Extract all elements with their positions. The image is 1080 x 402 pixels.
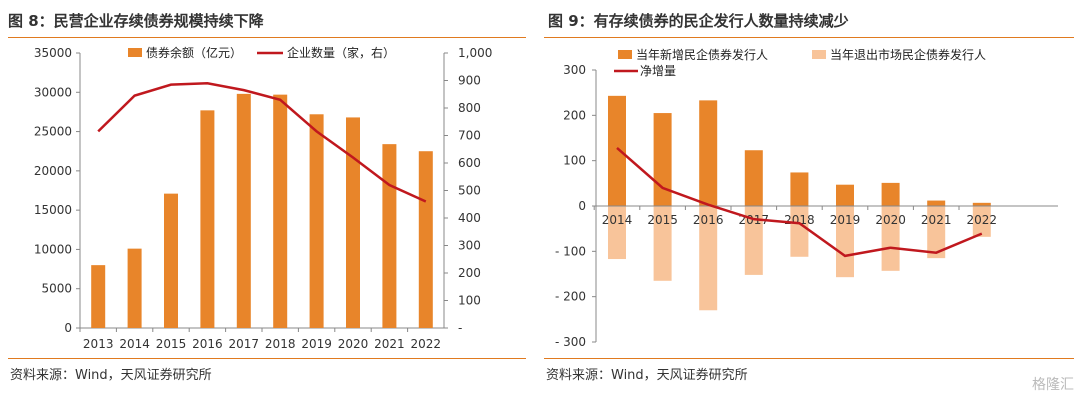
x-tick-label: 2013	[83, 337, 114, 351]
right-chart: 300 200 100 0 - 100 - 200 - 300 2014 2015 2016 201…	[555, 47, 1058, 349]
right-y-tick-label: 700	[458, 129, 481, 143]
left-y-tick-label: 25000	[34, 125, 72, 139]
exit-issuer-bar	[836, 206, 854, 278]
x-tick-label: 2022	[967, 213, 998, 227]
legend-exit-label: 当年退出市场民企债券发行人	[830, 47, 986, 62]
y-tick-label: - 100	[555, 244, 586, 258]
left-chart-panel: 图 8：民营企业存续债券规模持续下降 0 5000 10000 15000 20000 2…	[0, 0, 530, 402]
y-tick-label: - 200	[555, 290, 586, 304]
left-y-tick-label: 10000	[34, 242, 72, 256]
right-source: 资料来源：Wind，天风证券研究所	[546, 368, 748, 383]
new-issuer-bar	[790, 172, 809, 206]
x-tick-label: 2020	[875, 213, 906, 227]
y-tick-label: - 300	[555, 335, 586, 349]
left-source: 资料来源：Wind，天风证券研究所	[10, 368, 212, 383]
right-y-tick-label: -	[458, 321, 462, 335]
right-y-tick-label: 100	[458, 294, 481, 308]
legend-net-label: 净增量	[640, 64, 676, 78]
exit-issuer-bar	[790, 206, 809, 257]
left-y-tick-label: 35000	[34, 46, 72, 60]
left-y-tick-label: 15000	[34, 203, 72, 217]
bond-balance-bar	[346, 117, 360, 328]
right-y-tick-label: 200	[458, 266, 481, 280]
exit-issuer-bar	[699, 206, 718, 311]
x-tick-label: 2019	[830, 213, 861, 227]
bond-balance-bar	[91, 265, 106, 328]
right-y-tick-label: 900	[458, 74, 481, 88]
right-y-tick-label: 500	[458, 184, 481, 198]
left-y-tick-label: 0	[64, 321, 72, 335]
bond-balance-bar	[418, 151, 433, 328]
new-issuer-bar	[653, 113, 672, 206]
exit-issuer-bar	[927, 206, 946, 259]
left-title-rule	[8, 37, 526, 38]
bond-balance-bar	[127, 248, 142, 328]
company-count-line	[97, 81, 427, 203]
bond-balance-bar	[273, 94, 288, 328]
new-issuer-bar	[836, 184, 854, 206]
left-y-tick-label: 5000	[41, 282, 72, 296]
right-chart-panel: 图 9：有存续债券的民企发行人数量持续减少 300 200 100 0 - 100 - 2…	[540, 0, 1080, 402]
legend-exit-swatch	[812, 50, 826, 59]
left-chart-title: 图 8：民营企业存续债券规模持续下降	[8, 12, 264, 30]
new-issuer-bar	[927, 200, 946, 206]
x-tick-label: 2019	[301, 337, 332, 351]
x-tick-label: 2015	[647, 213, 678, 227]
x-tick-label: 2020	[338, 337, 369, 351]
legend-line-label: 企业数量（家，右）	[287, 45, 395, 60]
right-title-rule	[544, 37, 1074, 38]
exit-issuer-bar	[972, 206, 991, 237]
exit-issuer-bar	[744, 206, 763, 275]
bond-balance-bar	[200, 110, 215, 328]
legend-new-label: 当年新增民企债券发行人	[636, 47, 768, 62]
right-chart-title: 图 9：有存续债券的民企发行人数量持续减少	[548, 12, 849, 30]
x-tick-label: 2016	[192, 337, 223, 351]
net-change-line	[616, 147, 983, 258]
right-y-tick-label: 1,000	[458, 46, 492, 60]
legend-bar-swatch	[128, 48, 142, 57]
x-tick-label: 2017	[229, 337, 260, 351]
new-issuer-bar	[699, 100, 718, 206]
left-y-tick-label: 30000	[34, 85, 72, 99]
x-tick-label: 2018	[784, 213, 815, 227]
left-chart: 0 5000 10000 15000 20000 25000 30000 35000 - 100 2…	[34, 45, 493, 351]
new-issuer-bar	[608, 95, 626, 206]
new-issuer-bar	[881, 182, 900, 206]
bond-balance-bar	[236, 93, 251, 328]
right-source-rule	[544, 358, 1074, 359]
left-source-rule	[8, 358, 526, 359]
new-issuer-bar	[744, 150, 763, 206]
y-tick-label: 300	[563, 63, 586, 77]
new-issuer-bar	[972, 202, 991, 206]
x-tick-label: 2015	[156, 337, 187, 351]
exit-issuer-bar	[881, 206, 900, 271]
y-tick-label: 0	[578, 199, 586, 213]
x-tick-label: 2021	[374, 337, 405, 351]
y-tick-label: 100	[563, 154, 586, 168]
right-y-tick-label: 600	[458, 156, 481, 170]
x-tick-label: 2022	[411, 337, 442, 351]
exit-issuer-bar	[608, 206, 626, 260]
bond-balance-bar	[309, 114, 324, 329]
x-tick-label: 2018	[265, 337, 296, 351]
x-tick-label: 2021	[921, 213, 952, 227]
right-y-tick-label: 400	[458, 211, 481, 225]
x-tick-label: 2014	[602, 213, 633, 227]
left-y-tick-label: 20000	[34, 164, 72, 178]
exit-issuer-bar	[653, 206, 672, 281]
right-y-tick-label: 300	[458, 239, 481, 253]
watermark-logo: 格隆汇	[1032, 377, 1074, 393]
legend-new-swatch	[618, 50, 632, 59]
bond-balance-bar	[164, 193, 178, 328]
legend-bar-label: 债券余额（亿元）	[146, 45, 242, 60]
right-y-tick-label: 800	[458, 101, 481, 115]
x-tick-label: 2016	[693, 213, 724, 227]
x-tick-label: 2014	[119, 337, 150, 351]
bond-balance-bar	[382, 144, 397, 328]
y-tick-label: 200	[563, 108, 586, 122]
